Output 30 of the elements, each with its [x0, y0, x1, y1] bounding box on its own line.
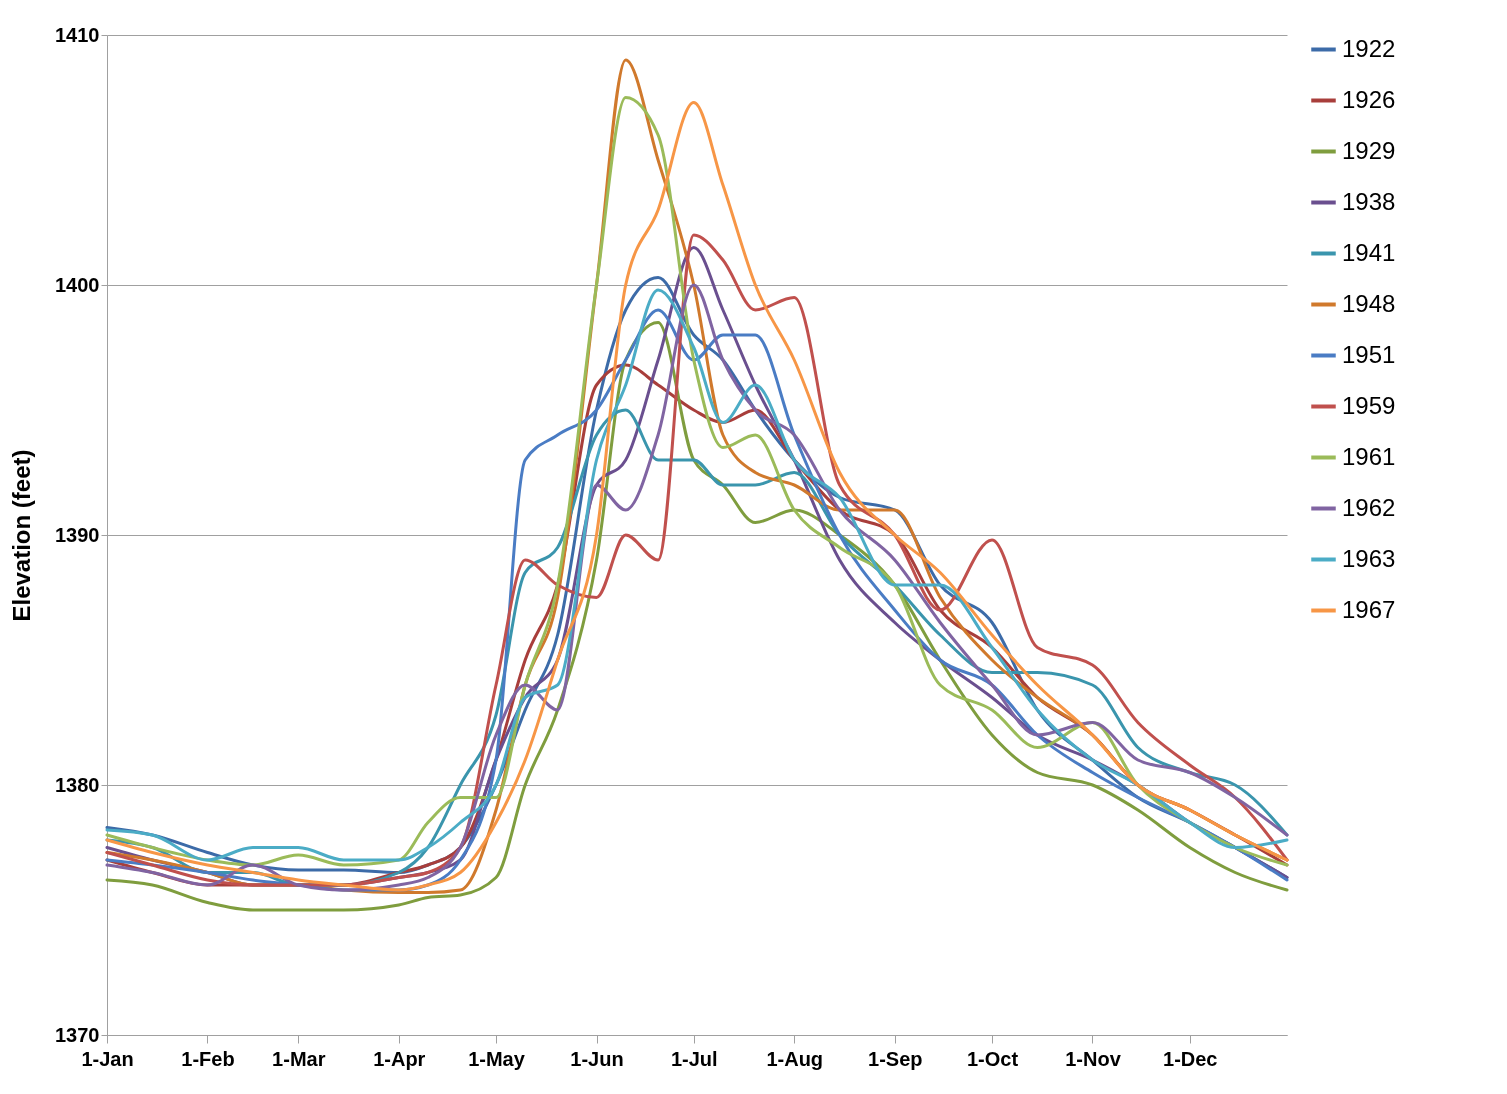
- x-tick-label: 1-Sep: [868, 1047, 923, 1070]
- y-axis-title: Elevation (feet): [8, 449, 36, 622]
- x-tick-label: 1-Mar: [272, 1047, 326, 1070]
- x-tick-label: 1-Oct: [966, 1047, 1019, 1070]
- legend-label: 1929: [1342, 136, 1396, 164]
- legend-label: 1959: [1342, 391, 1396, 419]
- y-tick-label: 1380: [55, 773, 100, 796]
- x-tick-label: 1-Dec: [1163, 1047, 1218, 1070]
- x-tick-label: 1-Jan: [81, 1047, 134, 1070]
- x-tick-label: 1-Apr: [373, 1047, 426, 1070]
- legend-label: 1922: [1342, 34, 1396, 62]
- legend-label: 1961: [1342, 442, 1396, 470]
- y-tick-label: 1400: [55, 273, 100, 296]
- legend-label: 1948: [1342, 289, 1396, 317]
- legend-label: 1951: [1342, 340, 1396, 368]
- y-tick-label: 1410: [55, 23, 100, 46]
- legend-label: 1967: [1342, 595, 1396, 623]
- x-tick-label: 1-Jul: [670, 1047, 718, 1070]
- x-tick-label: 1-Jun: [570, 1047, 624, 1070]
- legend-label: 1941: [1342, 238, 1396, 266]
- legend-label: 1962: [1342, 493, 1396, 521]
- y-tick-label: 1370: [55, 1023, 100, 1046]
- legend-label: 1938: [1342, 187, 1396, 215]
- legend-label: 1963: [1342, 544, 1396, 572]
- x-tick-label: 1-Feb: [181, 1047, 235, 1070]
- y-tick-label: 1390: [55, 523, 100, 546]
- legend-label: 1926: [1342, 85, 1396, 113]
- x-tick-label: 1-May: [468, 1047, 526, 1070]
- x-tick-label: 1-Nov: [1065, 1047, 1122, 1070]
- x-tick-label: 1-Aug: [766, 1047, 824, 1070]
